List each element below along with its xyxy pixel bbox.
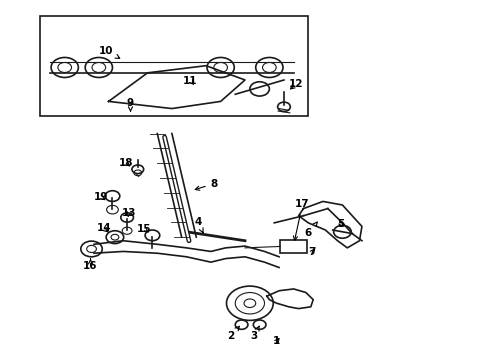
Text: 10: 10	[99, 46, 120, 58]
Text: 11: 11	[183, 76, 197, 86]
Text: 17: 17	[294, 199, 310, 240]
Text: 9: 9	[127, 98, 134, 111]
Text: 3: 3	[250, 326, 259, 342]
Text: 18: 18	[119, 158, 133, 168]
Text: 4: 4	[194, 217, 203, 233]
Text: 1: 1	[273, 337, 280, 346]
Text: 5: 5	[337, 219, 344, 229]
Bar	[40, 16, 308, 116]
Text: 8: 8	[195, 179, 218, 190]
Text: 6: 6	[305, 222, 318, 238]
Text: 15: 15	[137, 224, 151, 234]
Text: 7: 7	[309, 247, 316, 257]
Text: 16: 16	[83, 259, 98, 271]
Text: 2: 2	[227, 326, 239, 342]
Text: 19: 19	[94, 192, 108, 202]
Text: 12: 12	[289, 79, 303, 89]
Text: 13: 13	[122, 208, 136, 218]
Bar	[280, 240, 307, 253]
Text: 14: 14	[97, 223, 111, 233]
